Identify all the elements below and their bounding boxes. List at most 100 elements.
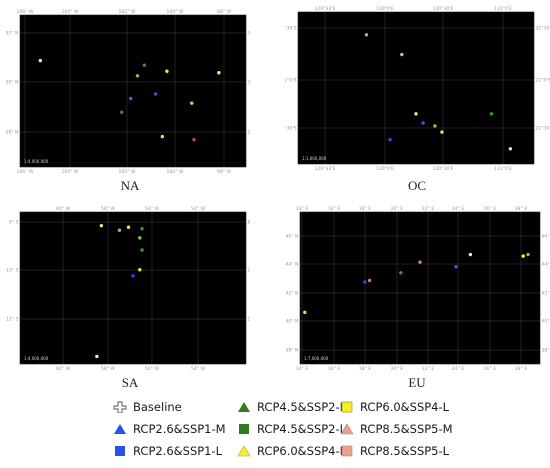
legend-item-rcp26-m: RCP2.6&SSP1-M: [113, 422, 226, 436]
x-tick-label: 106° W: [16, 169, 34, 175]
x-tick-label: 98° W: [217, 169, 232, 175]
cross-marker-icon: [113, 401, 127, 413]
map-point: [489, 112, 494, 116]
map-panel-oc: 129°30'E 129°30'E 130°0'E 130°0'E 130°30'E 13…: [285, 0, 550, 180]
x-tick-label: 98° W: [217, 9, 232, 15]
map-point: [367, 278, 372, 283]
x-tick-label: 131°0'E: [494, 6, 512, 12]
y-tick-label: 12° S: [248, 317, 251, 323]
y-tick-label: 21°30'S: [536, 26, 550, 32]
scale-label: 1:4,000,000: [24, 356, 49, 361]
x-tick-label: 60° W: [56, 366, 71, 372]
legend-item-rcp85-m: RCP8.5&SSP5-M: [340, 422, 453, 436]
y-tick-label: 28° N: [248, 130, 251, 136]
x-tick-label: 16° E: [328, 366, 341, 372]
x-tick-label: 54° W: [191, 206, 206, 212]
x-tick-label: 18° E: [359, 206, 372, 212]
x-tick-label: 129°30'E: [314, 6, 335, 12]
x-tick-label: 26° E: [484, 366, 497, 372]
map-point: [414, 112, 418, 116]
square-marker-icon: [340, 445, 354, 457]
map-point: [363, 280, 367, 284]
map-point: [190, 101, 194, 105]
y-tick-label: 42° N: [542, 291, 550, 297]
x-tick-label: 20° E: [391, 366, 404, 372]
map-oc: 129°30'E 129°30'E 130°0'E 130°0'E 130°30'E 13…: [285, 6, 550, 172]
scale-label: 1:1,000,000: [302, 156, 327, 161]
y-tick-label: 8° S: [9, 220, 19, 226]
square-marker-icon: [113, 445, 127, 457]
triangle-marker-icon: [237, 401, 251, 413]
x-tick-label: 104° W: [61, 9, 79, 15]
y-tick-label: 21°30'S: [285, 26, 297, 32]
map-point: [468, 252, 473, 257]
map-point: [38, 58, 43, 63]
map-point: [131, 274, 135, 278]
map-point: [388, 137, 392, 142]
map-point: [95, 354, 99, 359]
y-tick-label: 40° N: [285, 319, 298, 325]
x-tick-label: 130°0'E: [376, 6, 394, 12]
y-tick-label: 46° N: [542, 234, 550, 240]
y-tick-label: 8° S: [248, 220, 251, 226]
map-point: [140, 248, 144, 252]
panel-title-na: NA: [120, 178, 140, 193]
x-tick-label: 28° E: [515, 366, 528, 372]
legend-item-rcp45-l: RCP4.5&SSP2-L: [237, 422, 346, 436]
map-point: [129, 96, 133, 101]
map-point: [99, 223, 104, 228]
legend-item-rcp45-m: RCP4.5&SSP2-M: [237, 400, 350, 414]
legend-label: RCP4.5&SSP2-M: [257, 400, 350, 414]
x-tick-label: 14° E: [296, 206, 309, 212]
x-tick-label: 14° E: [296, 366, 309, 372]
y-tick-label: 38° N: [285, 348, 298, 354]
x-tick-label: 106° W: [16, 9, 34, 15]
map-point: [165, 69, 169, 73]
legend-item-rcp60-l: RCP6.0&SSP4-L: [340, 400, 449, 414]
map-point: [140, 227, 144, 231]
triangle-marker-icon: [340, 423, 354, 435]
map-eu: 14° E 14° E 16° E 16° E 18° E 18° E 20° E 20° E…: [285, 206, 550, 372]
map-sa: 60° W 60° W 58° W 58° W 56° W 56° W 54° W 54° W…: [6, 206, 251, 372]
map-panel-sa: 60° W 60° W 58° W 58° W 56° W 56° W 54° W 54° W…: [0, 200, 250, 378]
x-tick-label: 129°30'E: [314, 166, 335, 172]
x-tick-label: 22° E: [422, 366, 435, 372]
y-tick-label: 10° S: [248, 268, 251, 274]
map-point: [508, 147, 513, 151]
map-point: [120, 110, 124, 114]
legend-item-baseline: Baseline: [113, 400, 182, 414]
map-na: 106° W 106° W 104° W 104° W 102° W 102° W 100°…: [5, 9, 251, 175]
map-point: [364, 33, 369, 37]
scale-label: 1:7,000,000: [304, 356, 329, 361]
map-point: [421, 121, 425, 125]
y-tick-label: 30° N: [248, 80, 251, 86]
x-tick-label: 58° W: [101, 206, 116, 212]
map-point: [138, 236, 142, 240]
map-point: [433, 124, 437, 128]
y-tick-label: 10° S: [6, 268, 19, 274]
x-tick-label: 102° W: [118, 9, 136, 15]
map-panel-na: 106° W 106° W 104° W 104° W 102° W 102° W 100°…: [0, 0, 250, 180]
legend-label: RCP6.0&SSP4-M: [257, 444, 350, 458]
map-point: [135, 74, 140, 78]
map-point: [521, 254, 525, 258]
y-tick-label: 40° N: [542, 319, 550, 325]
map-point: [526, 252, 530, 257]
map-frame: [299, 211, 541, 365]
map-point: [192, 137, 196, 142]
x-tick-label: 24° E: [452, 206, 465, 212]
legend-label: RCP4.5&SSP2-L: [257, 422, 347, 436]
map-point: [160, 134, 165, 139]
y-tick-label: 12° S: [6, 317, 19, 323]
y-tick-label: 44° N: [542, 262, 550, 268]
square-marker-icon: [237, 423, 251, 435]
y-tick-label: 30° N: [5, 80, 18, 86]
triangle-marker-icon: [237, 445, 251, 457]
map-point: [217, 71, 221, 75]
x-tick-label: 104° W: [61, 169, 79, 175]
triangle-marker-icon: [113, 423, 127, 435]
legend-label: RCP8.5&SSP5-M: [360, 422, 453, 436]
map-point: [399, 271, 403, 275]
map-point: [117, 228, 122, 232]
y-tick-label: 32° N: [5, 31, 18, 37]
